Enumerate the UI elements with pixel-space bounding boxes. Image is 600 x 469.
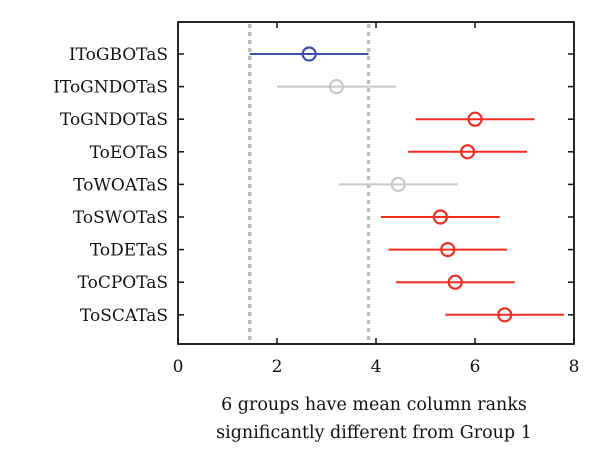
mean-marker-4 (459, 144, 476, 160)
x-tick-label-0: 0 (173, 357, 184, 377)
x-tick-label-6: 6 (470, 357, 481, 377)
mean-marker-6 (432, 209, 448, 225)
x-tick-label-4: 4 (371, 357, 382, 377)
mean-marker-8 (447, 274, 463, 290)
category-label-3: ToGNDOTaS (60, 110, 168, 130)
category-label-2: IToGNDOTaS (53, 78, 168, 98)
mean-marker-7 (440, 242, 456, 258)
mean-marker-5 (390, 176, 406, 192)
x-tick-label-2: 2 (272, 357, 283, 377)
mean-marker-1 (301, 46, 317, 62)
x-axis-label-line-2: significantly different from Group 1 (216, 423, 532, 443)
plot-frame (177, 21, 575, 345)
category-label-5: ToWOATaS (73, 175, 168, 195)
category-label-4: ToEOTaS (90, 143, 168, 163)
chart-root: 0 2 4 6 8 IToGBOTaS IToGNDOTaS ToGNDOTaS ToEOTaS… (53, 21, 580, 443)
category-label-6: ToSWOTaS (73, 208, 168, 228)
mean-marker-9 (497, 307, 513, 323)
category-label-7: ToDETaS (90, 241, 168, 261)
category-label-9: ToSCATaS (80, 306, 168, 326)
x-tick-label-8: 8 (569, 357, 580, 377)
x-axis-label-line-1: 6 groups have mean column ranks (221, 395, 527, 415)
category-label-1: IToGBOTaS (69, 45, 168, 65)
mean-marker-2 (328, 78, 344, 95)
category-label-8: ToCPOTaS (78, 273, 168, 293)
mean-marker-3 (467, 111, 483, 127)
